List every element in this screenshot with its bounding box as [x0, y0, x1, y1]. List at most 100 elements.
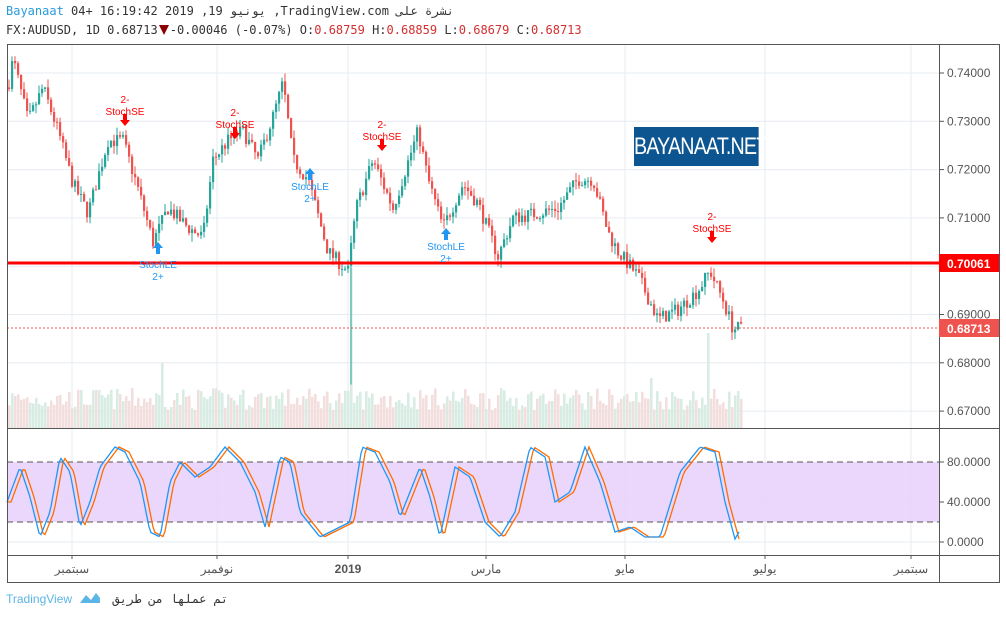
volume-bar [191, 408, 194, 428]
volume-bar [62, 404, 65, 428]
volume-bar [347, 390, 350, 428]
candle-body [104, 154, 107, 167]
candle-body [329, 248, 332, 254]
long-signal-label: StochLE [427, 242, 465, 253]
candle-body [107, 147, 110, 155]
time-tick-label: مايو [614, 562, 635, 576]
candle-body [431, 181, 434, 189]
candle-body [389, 192, 392, 204]
price-tick-label: 0.67000 [947, 404, 991, 418]
candle-body [449, 215, 452, 217]
volume-bar [56, 396, 59, 428]
candle-body [353, 221, 356, 243]
volume-bar [86, 404, 89, 428]
candle-body [458, 195, 461, 206]
candle-body [428, 165, 431, 182]
volume-bar [311, 396, 314, 428]
candle-body [377, 164, 380, 170]
candle-body [737, 321, 740, 330]
volume-bar [704, 404, 707, 428]
candle-body [572, 180, 575, 188]
candle-body [407, 160, 410, 177]
volume-bar [599, 400, 602, 428]
price-tick-label: 0.69000 [947, 308, 991, 322]
time-tick-label: يوليو [752, 562, 776, 576]
candle-body [137, 177, 140, 187]
low-value: 0.68679 [458, 23, 510, 37]
volume-bar [665, 397, 668, 428]
candle-body [101, 166, 104, 172]
candle-body [68, 158, 71, 166]
candle-body [620, 255, 623, 260]
volume-bar [20, 399, 23, 428]
volume-bar [701, 397, 704, 428]
volume-bar [557, 394, 560, 428]
volume-bar [623, 396, 626, 428]
candle-body [536, 217, 539, 219]
candle-body [539, 218, 542, 220]
volume-bar [149, 398, 152, 428]
volume-bar [683, 409, 686, 428]
volume-bar [395, 401, 398, 428]
candle-body [221, 145, 224, 155]
arrow-up-icon [305, 168, 315, 180]
candle-body [179, 209, 182, 222]
down-triangle-icon [158, 25, 169, 35]
volume-bar [374, 404, 377, 428]
candle-body [467, 187, 470, 192]
volume-bar [605, 405, 608, 428]
candle-body [140, 186, 143, 196]
volume-bar [548, 401, 551, 428]
volume-bar [212, 388, 215, 428]
candle-body [515, 212, 518, 216]
candle-body [50, 99, 53, 113]
volume-bar [653, 409, 656, 428]
volume-bar [233, 400, 236, 428]
volume-bar [446, 396, 449, 428]
candle-body [170, 209, 173, 215]
time-tick-label: نوفمبر [200, 562, 233, 576]
volume-bar [497, 395, 500, 428]
volume-bar [710, 398, 713, 428]
time-axis[interactable]: سبتمبر نوفمبر 2019 مارس مايو يوليو سبتمبر [54, 555, 928, 576]
candle-body [443, 219, 446, 221]
candle-body [275, 103, 278, 112]
tradingview-brand[interactable]: TradingView [6, 592, 73, 606]
candle-body [281, 81, 284, 92]
volume-bar [530, 391, 533, 428]
volume-bar [146, 402, 149, 428]
candle-body [611, 232, 614, 247]
candle-body [317, 200, 320, 214]
volume-bar [365, 391, 368, 428]
volume-bar [137, 397, 140, 428]
candle-body [692, 292, 695, 306]
long-signal-label: 2+ [152, 272, 164, 283]
candle-body [686, 300, 689, 308]
volume-bar [320, 408, 323, 428]
candle-body [56, 121, 59, 123]
candle-body [146, 210, 149, 220]
candle-body [191, 229, 194, 233]
candle-body [302, 174, 305, 180]
candle-body [707, 272, 710, 274]
stoch-axis[interactable]: 80.0000 40.0000 0.0000 [939, 455, 991, 549]
candle-body [368, 166, 371, 179]
volume-bar [74, 406, 77, 428]
candle-body [212, 156, 215, 183]
volume-bar [578, 394, 581, 428]
candle-body [557, 211, 560, 213]
volume-bar [521, 405, 524, 428]
price-axis[interactable]: 0.74000 0.73000 0.72000 0.71000 0.69000 0.680… [939, 66, 991, 418]
candle-body [527, 210, 530, 222]
volume-bar [635, 392, 638, 428]
volume-bar [341, 403, 344, 428]
candle-body [158, 223, 161, 233]
candle-body [296, 154, 299, 170]
author-link[interactable]: Bayanaat [6, 4, 64, 18]
candle-body [86, 201, 89, 218]
candle-body [290, 118, 293, 138]
tradingview-logo-icon [80, 593, 101, 603]
volume-bar [71, 408, 74, 428]
volume-bar [17, 394, 20, 428]
